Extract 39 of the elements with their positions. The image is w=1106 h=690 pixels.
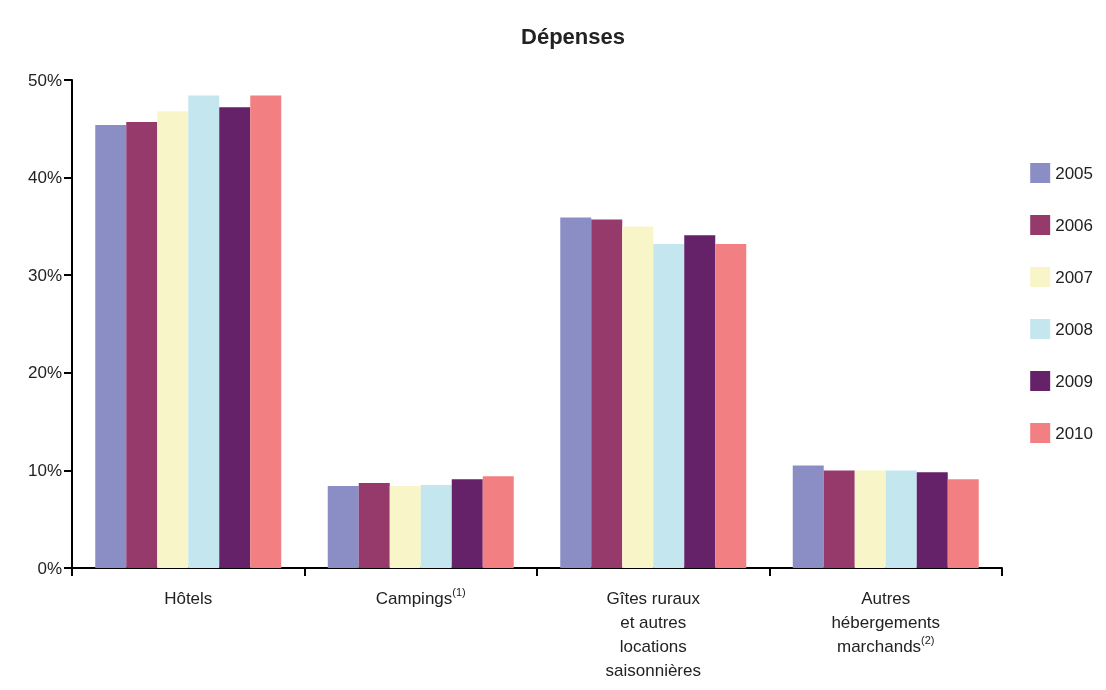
legend-label: 2010	[1055, 423, 1094, 443]
x-tick-label: Gîtes ruraux et autres locations saisonnières	[605, 588, 701, 680]
bar	[947, 479, 979, 568]
y-tick-label: 50%	[27, 70, 62, 90]
bar	[715, 243, 747, 568]
bar	[823, 470, 855, 568]
bar	[327, 486, 359, 568]
bar	[420, 485, 452, 568]
x-tick-label: Hôtels	[164, 588, 213, 608]
legend-label: 2006	[1055, 215, 1094, 235]
bar	[885, 470, 917, 568]
legend-label: 2007	[1055, 267, 1094, 287]
y-tick-label: 0%	[37, 558, 62, 578]
bar	[792, 465, 824, 568]
legend-label: 2009	[1055, 371, 1094, 391]
bar	[653, 243, 685, 568]
legend-label: 2005	[1055, 163, 1094, 183]
y-tick-label: 40%	[27, 168, 62, 188]
y-tick-label: 20%	[27, 363, 62, 383]
bar	[591, 219, 623, 568]
bar	[188, 95, 220, 568]
bar	[684, 235, 716, 568]
bar	[622, 226, 654, 568]
bar	[389, 486, 421, 568]
chart-title: Dépenses	[521, 23, 625, 49]
legend-label: 2008	[1055, 319, 1094, 339]
bar	[451, 479, 483, 568]
bar	[126, 121, 158, 568]
bar	[854, 470, 886, 568]
bar	[157, 111, 189, 568]
bar	[219, 107, 251, 568]
bar	[358, 483, 390, 568]
y-tick-label: 10%	[27, 460, 62, 480]
y-tick-label: 30%	[27, 265, 62, 285]
bar	[560, 217, 592, 568]
bar	[482, 476, 514, 568]
bar	[95, 124, 127, 568]
bar	[916, 472, 948, 568]
bar	[250, 95, 282, 568]
